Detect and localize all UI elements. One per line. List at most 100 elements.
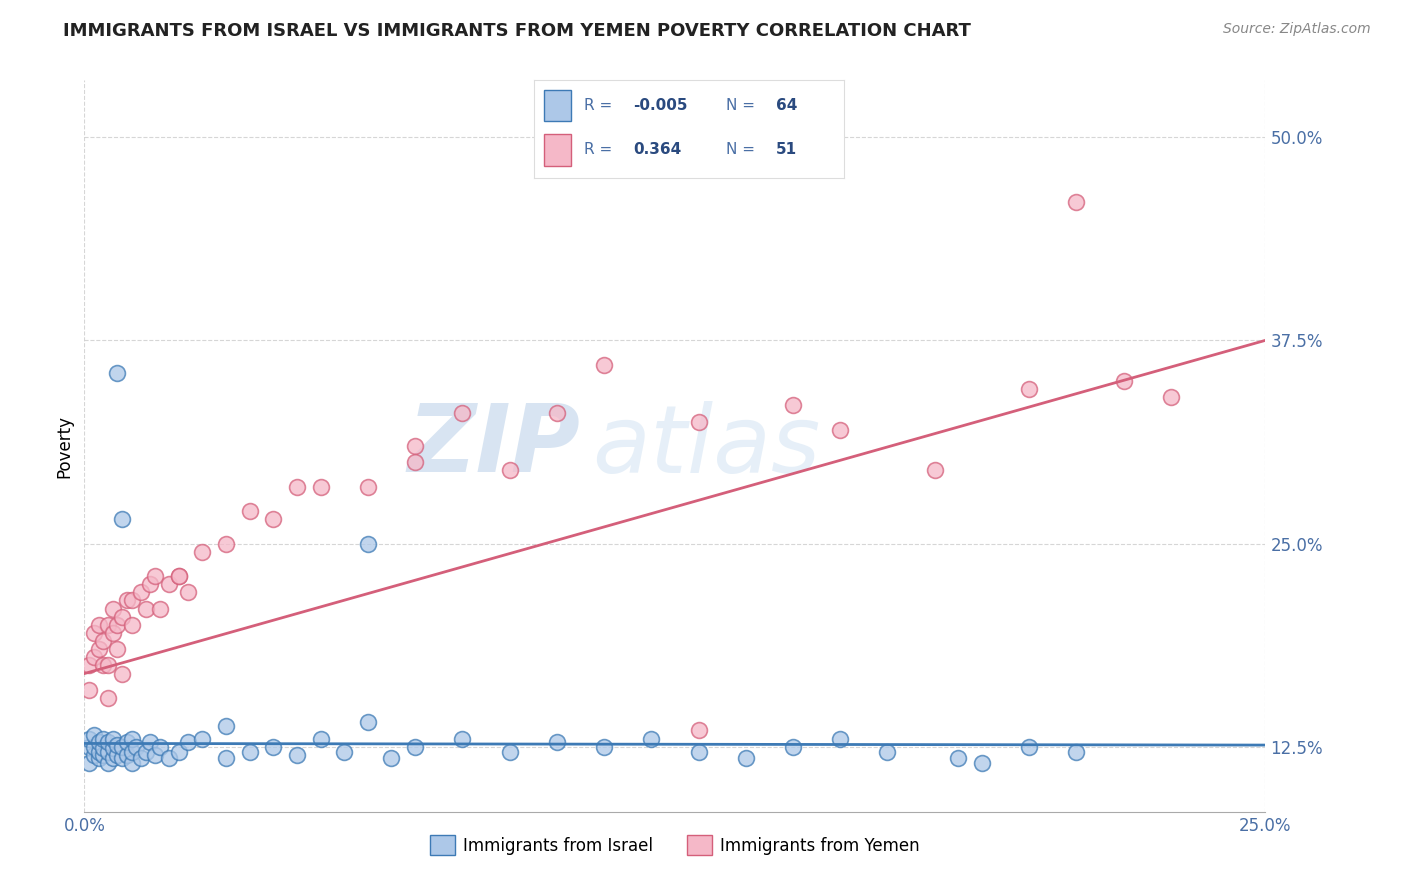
Point bbox=[83, 626, 105, 640]
Point bbox=[129, 585, 152, 599]
Text: N =: N = bbox=[725, 143, 755, 158]
Point bbox=[107, 642, 129, 657]
Point bbox=[139, 577, 162, 591]
Point bbox=[97, 690, 120, 705]
Point bbox=[83, 650, 105, 665]
Point bbox=[876, 745, 898, 759]
Point bbox=[333, 745, 356, 759]
Point bbox=[149, 739, 172, 754]
Point bbox=[107, 617, 129, 632]
Point bbox=[167, 745, 190, 759]
Point bbox=[121, 756, 143, 770]
Point bbox=[111, 609, 134, 624]
Y-axis label: Poverty: Poverty bbox=[55, 415, 73, 477]
Point bbox=[1066, 195, 1088, 210]
Point bbox=[593, 739, 616, 754]
Point bbox=[97, 735, 120, 749]
Point bbox=[167, 569, 190, 583]
Point bbox=[111, 739, 134, 754]
Point bbox=[111, 666, 134, 681]
Text: ZIP: ZIP bbox=[408, 400, 581, 492]
Point bbox=[101, 731, 124, 746]
Point bbox=[135, 745, 157, 759]
Point bbox=[135, 601, 157, 615]
Text: Source: ZipAtlas.com: Source: ZipAtlas.com bbox=[1223, 22, 1371, 37]
Point bbox=[129, 751, 152, 765]
Point bbox=[640, 731, 662, 746]
Point bbox=[688, 723, 710, 738]
Point bbox=[285, 480, 308, 494]
Point bbox=[1160, 390, 1182, 404]
Point bbox=[77, 756, 100, 770]
Point bbox=[380, 751, 402, 765]
Point bbox=[115, 747, 138, 762]
Point bbox=[87, 751, 110, 765]
Point bbox=[91, 658, 114, 673]
Point bbox=[83, 739, 105, 754]
Point bbox=[107, 747, 129, 762]
Point bbox=[111, 512, 134, 526]
Point bbox=[115, 735, 138, 749]
Point bbox=[1018, 739, 1040, 754]
Point bbox=[970, 756, 993, 770]
Point bbox=[498, 745, 520, 759]
Point bbox=[83, 747, 105, 762]
Point bbox=[91, 747, 114, 762]
Point bbox=[157, 751, 180, 765]
Point bbox=[97, 745, 120, 759]
Text: 0.364: 0.364 bbox=[633, 143, 682, 158]
Point bbox=[97, 658, 120, 673]
Point bbox=[121, 617, 143, 632]
Point bbox=[177, 735, 200, 749]
Point bbox=[404, 439, 426, 453]
Point bbox=[143, 747, 166, 762]
Point bbox=[121, 731, 143, 746]
Point bbox=[734, 751, 756, 765]
Point bbox=[149, 601, 172, 615]
Point bbox=[546, 407, 568, 421]
Point bbox=[191, 731, 214, 746]
Point bbox=[357, 480, 380, 494]
Point bbox=[125, 739, 148, 754]
Point bbox=[404, 739, 426, 754]
Point bbox=[215, 536, 238, 550]
Point bbox=[87, 745, 110, 759]
Point bbox=[77, 731, 100, 746]
Point bbox=[87, 735, 110, 749]
Point bbox=[404, 455, 426, 469]
Point bbox=[782, 739, 804, 754]
Point bbox=[309, 480, 332, 494]
Text: N =: N = bbox=[725, 98, 755, 113]
Point bbox=[688, 415, 710, 429]
Text: IMMIGRANTS FROM ISRAEL VS IMMIGRANTS FROM YEMEN POVERTY CORRELATION CHART: IMMIGRANTS FROM ISRAEL VS IMMIGRANTS FRO… bbox=[63, 22, 972, 40]
Point bbox=[101, 601, 124, 615]
Point bbox=[357, 536, 380, 550]
Point bbox=[262, 739, 284, 754]
Point bbox=[157, 577, 180, 591]
Text: atlas: atlas bbox=[592, 401, 821, 491]
Point bbox=[115, 593, 138, 607]
Point bbox=[309, 731, 332, 746]
Text: 64: 64 bbox=[776, 98, 797, 113]
Point bbox=[498, 463, 520, 477]
FancyBboxPatch shape bbox=[544, 134, 571, 166]
Point bbox=[239, 504, 262, 518]
Point bbox=[91, 634, 114, 648]
Point bbox=[101, 751, 124, 765]
Point bbox=[177, 585, 200, 599]
Text: -0.005: -0.005 bbox=[633, 98, 688, 113]
Point bbox=[111, 751, 134, 765]
Point bbox=[101, 626, 124, 640]
Point bbox=[97, 756, 120, 770]
Point bbox=[782, 398, 804, 412]
Point bbox=[107, 738, 129, 752]
Point bbox=[83, 728, 105, 742]
Point bbox=[262, 512, 284, 526]
Point bbox=[139, 735, 162, 749]
Point bbox=[830, 423, 852, 437]
Point bbox=[215, 751, 238, 765]
Text: 51: 51 bbox=[776, 143, 797, 158]
Point bbox=[91, 741, 114, 756]
Point bbox=[1112, 374, 1135, 388]
Point bbox=[77, 658, 100, 673]
